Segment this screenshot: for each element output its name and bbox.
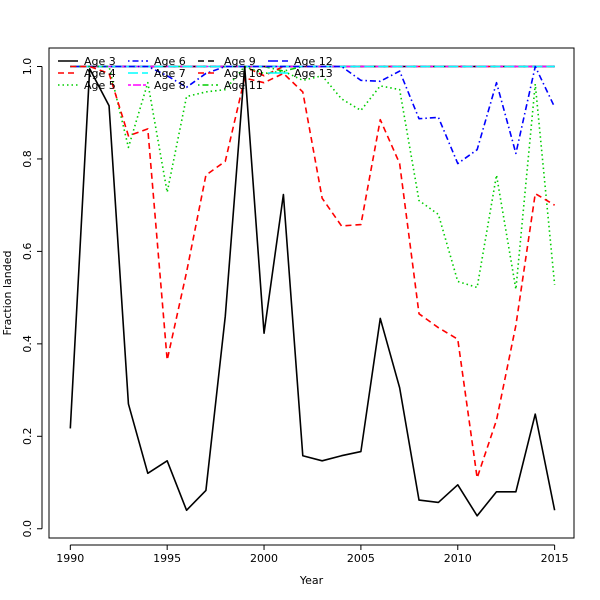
y-axis: 0.0 0.2 0.4 0.6 0.8 1.0 [21, 58, 43, 538]
x-tick-label: 2000 [250, 552, 278, 565]
x-axis: 1990 1995 2000 2005 2010 2015 [56, 544, 569, 565]
legend-label: Age 12 [294, 55, 333, 68]
y-tick-label: 0.8 [21, 150, 34, 168]
series-line-age-3 [69, 65, 556, 517]
x-axis-title: Year [299, 574, 324, 587]
y-tick-label: 0.0 [21, 520, 34, 538]
y-tick-label: 0.2 [21, 428, 34, 446]
legend-label: Age 8 [154, 79, 186, 92]
y-tick-label: 0.4 [21, 335, 34, 353]
plot-frame [48, 47, 575, 539]
series-line-age-6 [70, 65, 556, 165]
legend-label: Age 10 [224, 67, 263, 80]
x-tick-label: 2005 [347, 552, 375, 565]
legend-label: Age 9 [224, 55, 256, 68]
legend-label: Age 5 [84, 79, 116, 92]
x-tick-label: 1995 [153, 552, 181, 565]
y-tick-label: 0.6 [21, 243, 34, 261]
series-layer [69, 65, 556, 517]
legend-label: Age 6 [154, 55, 186, 68]
x-tick-label: 2010 [444, 552, 472, 565]
legend-label: Age 3 [84, 55, 116, 68]
legend-label: Age 11 [224, 79, 263, 92]
series-line-age-4 [70, 65, 556, 479]
x-tick-label: 2015 [541, 552, 569, 565]
y-axis-title: Fraction landed [1, 251, 14, 336]
legend-label: Age 4 [84, 67, 116, 80]
y-tick-label: 1.0 [21, 58, 34, 76]
legend-label: Age 7 [154, 67, 186, 80]
x-tick-label: 1990 [56, 552, 84, 565]
legend-label: Age 13 [294, 67, 333, 80]
series-line-age-5 [70, 65, 556, 291]
